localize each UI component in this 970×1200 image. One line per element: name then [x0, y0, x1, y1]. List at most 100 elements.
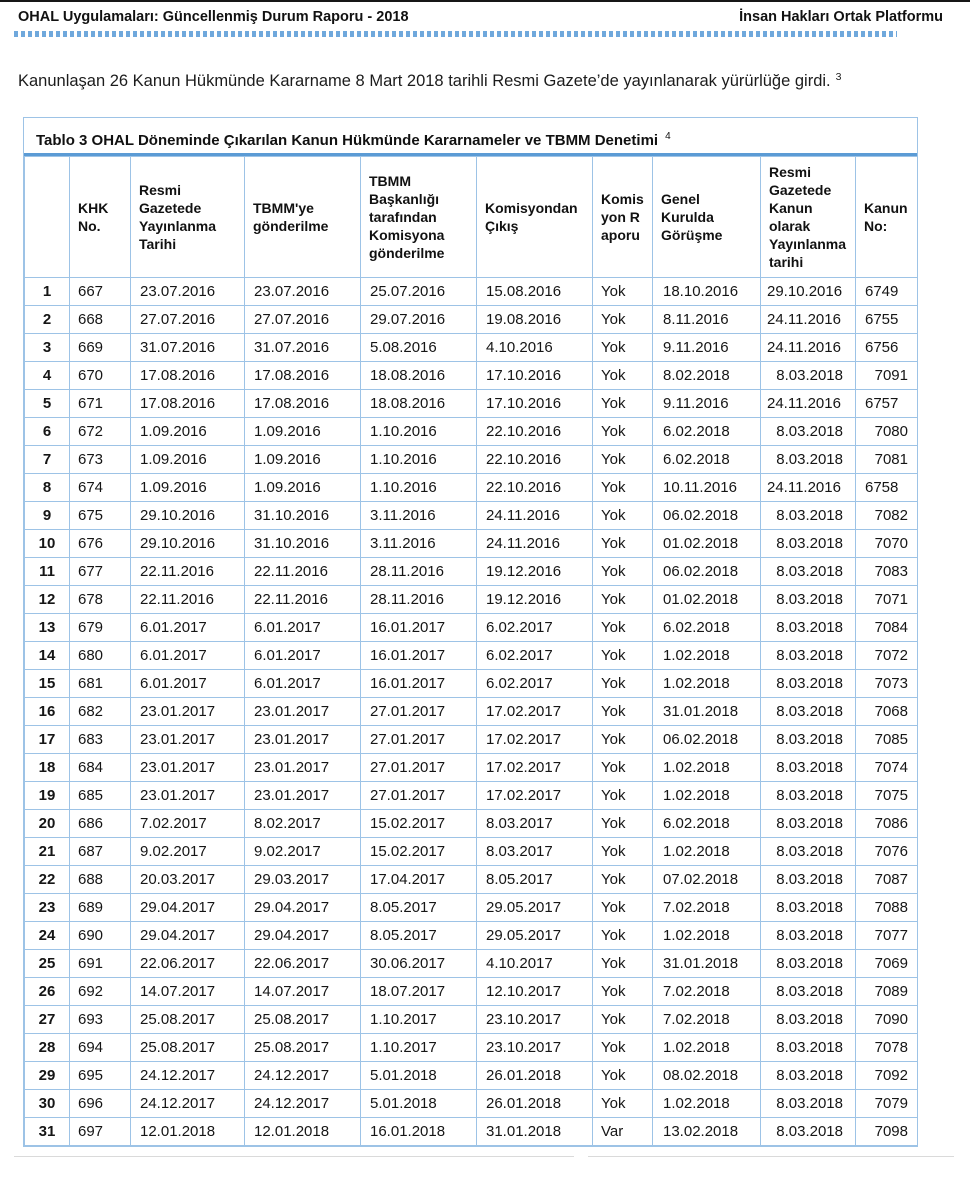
- cell-tbmm-gonderilme: 8.02.2017: [244, 809, 361, 838]
- cell-komisyondan-cikis: 31.01.2018: [476, 1117, 593, 1146]
- cell-kanun-no: 7069: [855, 949, 918, 978]
- cell-tbmm-gonderilme: 1.09.2016: [244, 473, 361, 502]
- cell-kanun-rg-tarihi: 8.03.2018: [760, 921, 856, 950]
- cell-genel-kurul: 9.11.2016: [652, 389, 761, 418]
- cell-rg-yayinlanma: 6.01.2017: [130, 613, 245, 642]
- cell-tbmm-gonderilme: 23.07.2016: [244, 277, 361, 306]
- cell-kanun-rg-tarihi: 8.03.2018: [760, 361, 856, 390]
- cell-genel-kurul: 8.11.2016: [652, 305, 761, 334]
- cell-komisyon-raporu: Yok: [592, 949, 653, 978]
- cell-khk-no: 671: [69, 389, 131, 418]
- cell-genel-kurul: 6.02.2018: [652, 445, 761, 474]
- cell-tbmm-gonderilme: 24.12.2017: [244, 1089, 361, 1118]
- cell-komisyona-gonderilme: 5.01.2018: [360, 1089, 477, 1118]
- cell-rg-yayinlanma: 23.01.2017: [130, 725, 245, 754]
- cell-komisyona-gonderilme: 28.11.2016: [360, 557, 477, 586]
- cell-komisyona-gonderilme: 16.01.2018: [360, 1117, 477, 1146]
- cell-rg-yayinlanma: 29.04.2017: [130, 921, 245, 950]
- cell-genel-kurul: 9.11.2016: [652, 333, 761, 362]
- table-header-row: KHK No. Resmi Gazetede Yayınlanma Tarihi…: [24, 156, 918, 278]
- cell-komisyon-raporu: Yok: [592, 501, 653, 530]
- cell-khk-no: 669: [69, 333, 131, 362]
- cell-kanun-no: 7077: [855, 921, 918, 950]
- cell-komisyondan-cikis: 22.10.2016: [476, 417, 593, 446]
- cell-komisyon-raporu: Yok: [592, 557, 653, 586]
- cell-khk-no: 685: [69, 781, 131, 810]
- cell-komisyondan-cikis: 17.02.2017: [476, 781, 593, 810]
- table-row: 19 685 23.01.2017 23.01.2017 27.01.2017 …: [24, 781, 918, 810]
- page-top-rule: [0, 0, 970, 2]
- cell-komisyona-gonderilme: 18.08.2016: [360, 389, 477, 418]
- cell-tbmm-gonderilme: 6.01.2017: [244, 613, 361, 642]
- table-row: 15 681 6.01.2017 6.01.2017 16.01.2017 6.…: [24, 669, 918, 698]
- khk-table-box: Tablo 3 OHAL Döneminde Çıkarılan Kanun H…: [23, 117, 918, 1147]
- cell-kanun-no: 7068: [855, 697, 918, 726]
- cell-kanun-rg-tarihi: 8.03.2018: [760, 809, 856, 838]
- cell-tbmm-gonderilme: 6.01.2017: [244, 669, 361, 698]
- table-row: 18 684 23.01.2017 23.01.2017 27.01.2017 …: [24, 753, 918, 782]
- table-row: 5 671 17.08.2016 17.08.2016 18.08.2016 1…: [24, 389, 918, 418]
- cell-row-no: 12: [24, 585, 70, 614]
- cell-kanun-rg-tarihi: 8.03.2018: [760, 585, 856, 614]
- cell-row-no: 1: [24, 277, 70, 306]
- cell-kanun-no: 6757: [855, 389, 918, 418]
- intro-paragraph: Kanunlaşan 26 Kanun Hükmünde Kararname 8…: [18, 65, 850, 93]
- cell-khk-no: 676: [69, 529, 131, 558]
- cell-kanun-no: 7082: [855, 501, 918, 530]
- footnote-ref-3: 3: [835, 71, 842, 83]
- cell-tbmm-gonderilme: 31.10.2016: [244, 501, 361, 530]
- table-row: 13 679 6.01.2017 6.01.2017 16.01.2017 6.…: [24, 613, 918, 642]
- cell-tbmm-gonderilme: 31.07.2016: [244, 333, 361, 362]
- cell-kanun-rg-tarihi: 24.11.2016: [760, 305, 856, 334]
- cell-khk-no: 695: [69, 1061, 131, 1090]
- cell-komisyondan-cikis: 19.12.2016: [476, 557, 593, 586]
- cell-genel-kurul: 18.10.2016: [652, 277, 761, 306]
- table-row: 22 688 20.03.2017 29.03.2017 17.04.2017 …: [24, 865, 918, 894]
- cell-kanun-no: 7098: [855, 1117, 918, 1146]
- cell-tbmm-gonderilme: 24.12.2017: [244, 1061, 361, 1090]
- cell-kanun-no: 7074: [855, 753, 918, 782]
- cell-rg-yayinlanma: 1.09.2016: [130, 473, 245, 502]
- cell-rg-yayinlanma: 23.01.2017: [130, 753, 245, 782]
- cell-tbmm-gonderilme: 6.01.2017: [244, 641, 361, 670]
- cell-komisyondan-cikis: 17.02.2017: [476, 753, 593, 782]
- cell-tbmm-gonderilme: 25.08.2017: [244, 1005, 361, 1034]
- cell-tbmm-gonderilme: 17.08.2016: [244, 361, 361, 390]
- table-row: 2 668 27.07.2016 27.07.2016 29.07.2016 1…: [24, 305, 918, 334]
- cell-kanun-no: 7088: [855, 893, 918, 922]
- cell-komisyondan-cikis: 17.10.2016: [476, 361, 593, 390]
- cell-rg-yayinlanma: 27.07.2016: [130, 305, 245, 334]
- cell-kanun-no: 6758: [855, 473, 918, 502]
- col-header-komisyona-gonderilme: TBMM Başkanlığı tarafından Komisyona gön…: [360, 156, 477, 278]
- cell-kanun-rg-tarihi: 8.03.2018: [760, 977, 856, 1006]
- table-title-text: Tablo 3 OHAL Döneminde Çıkarılan Kanun H…: [36, 132, 659, 149]
- cell-komisyondan-cikis: 17.10.2016: [476, 389, 593, 418]
- cell-komisyondan-cikis: 12.10.2017: [476, 977, 593, 1006]
- table-body: 1 667 23.07.2016 23.07.2016 25.07.2016 1…: [24, 277, 918, 1146]
- cell-khk-no: 682: [69, 697, 131, 726]
- cell-kanun-rg-tarihi: 8.03.2018: [760, 865, 856, 894]
- cell-komisyondan-cikis: 4.10.2017: [476, 949, 593, 978]
- cell-komisyona-gonderilme: 3.11.2016: [360, 529, 477, 558]
- cell-komisyona-gonderilme: 17.04.2017: [360, 865, 477, 894]
- table-row: 29 695 24.12.2017 24.12.2017 5.01.2018 2…: [24, 1061, 918, 1090]
- cell-row-no: 4: [24, 361, 70, 390]
- cell-komisyona-gonderilme: 15.02.2017: [360, 809, 477, 838]
- cell-kanun-rg-tarihi: 8.03.2018: [760, 501, 856, 530]
- cell-tbmm-gonderilme: 22.11.2016: [244, 585, 361, 614]
- organization-name: İnsan Hakları Ortak Platformu: [739, 9, 943, 25]
- cell-rg-yayinlanma: 6.01.2017: [130, 669, 245, 698]
- table-title: Tablo 3 OHAL Döneminde Çıkarılan Kanun H…: [24, 118, 917, 156]
- table-row: 27 693 25.08.2017 25.08.2017 1.10.2017 2…: [24, 1005, 918, 1034]
- footnote-ref-4: 4: [665, 131, 671, 142]
- cell-row-no: 10: [24, 529, 70, 558]
- cell-komisyondan-cikis: 19.12.2016: [476, 585, 593, 614]
- cell-komisyon-raporu: Yok: [592, 417, 653, 446]
- cell-komisyona-gonderilme: 3.11.2016: [360, 501, 477, 530]
- cell-komisyona-gonderilme: 1.10.2017: [360, 1005, 477, 1034]
- cell-kanun-rg-tarihi: 8.03.2018: [760, 781, 856, 810]
- cell-genel-kurul: 1.02.2018: [652, 837, 761, 866]
- cell-rg-yayinlanma: 6.01.2017: [130, 641, 245, 670]
- cell-kanun-rg-tarihi: 8.03.2018: [760, 949, 856, 978]
- cell-komisyondan-cikis: 23.10.2017: [476, 1005, 593, 1034]
